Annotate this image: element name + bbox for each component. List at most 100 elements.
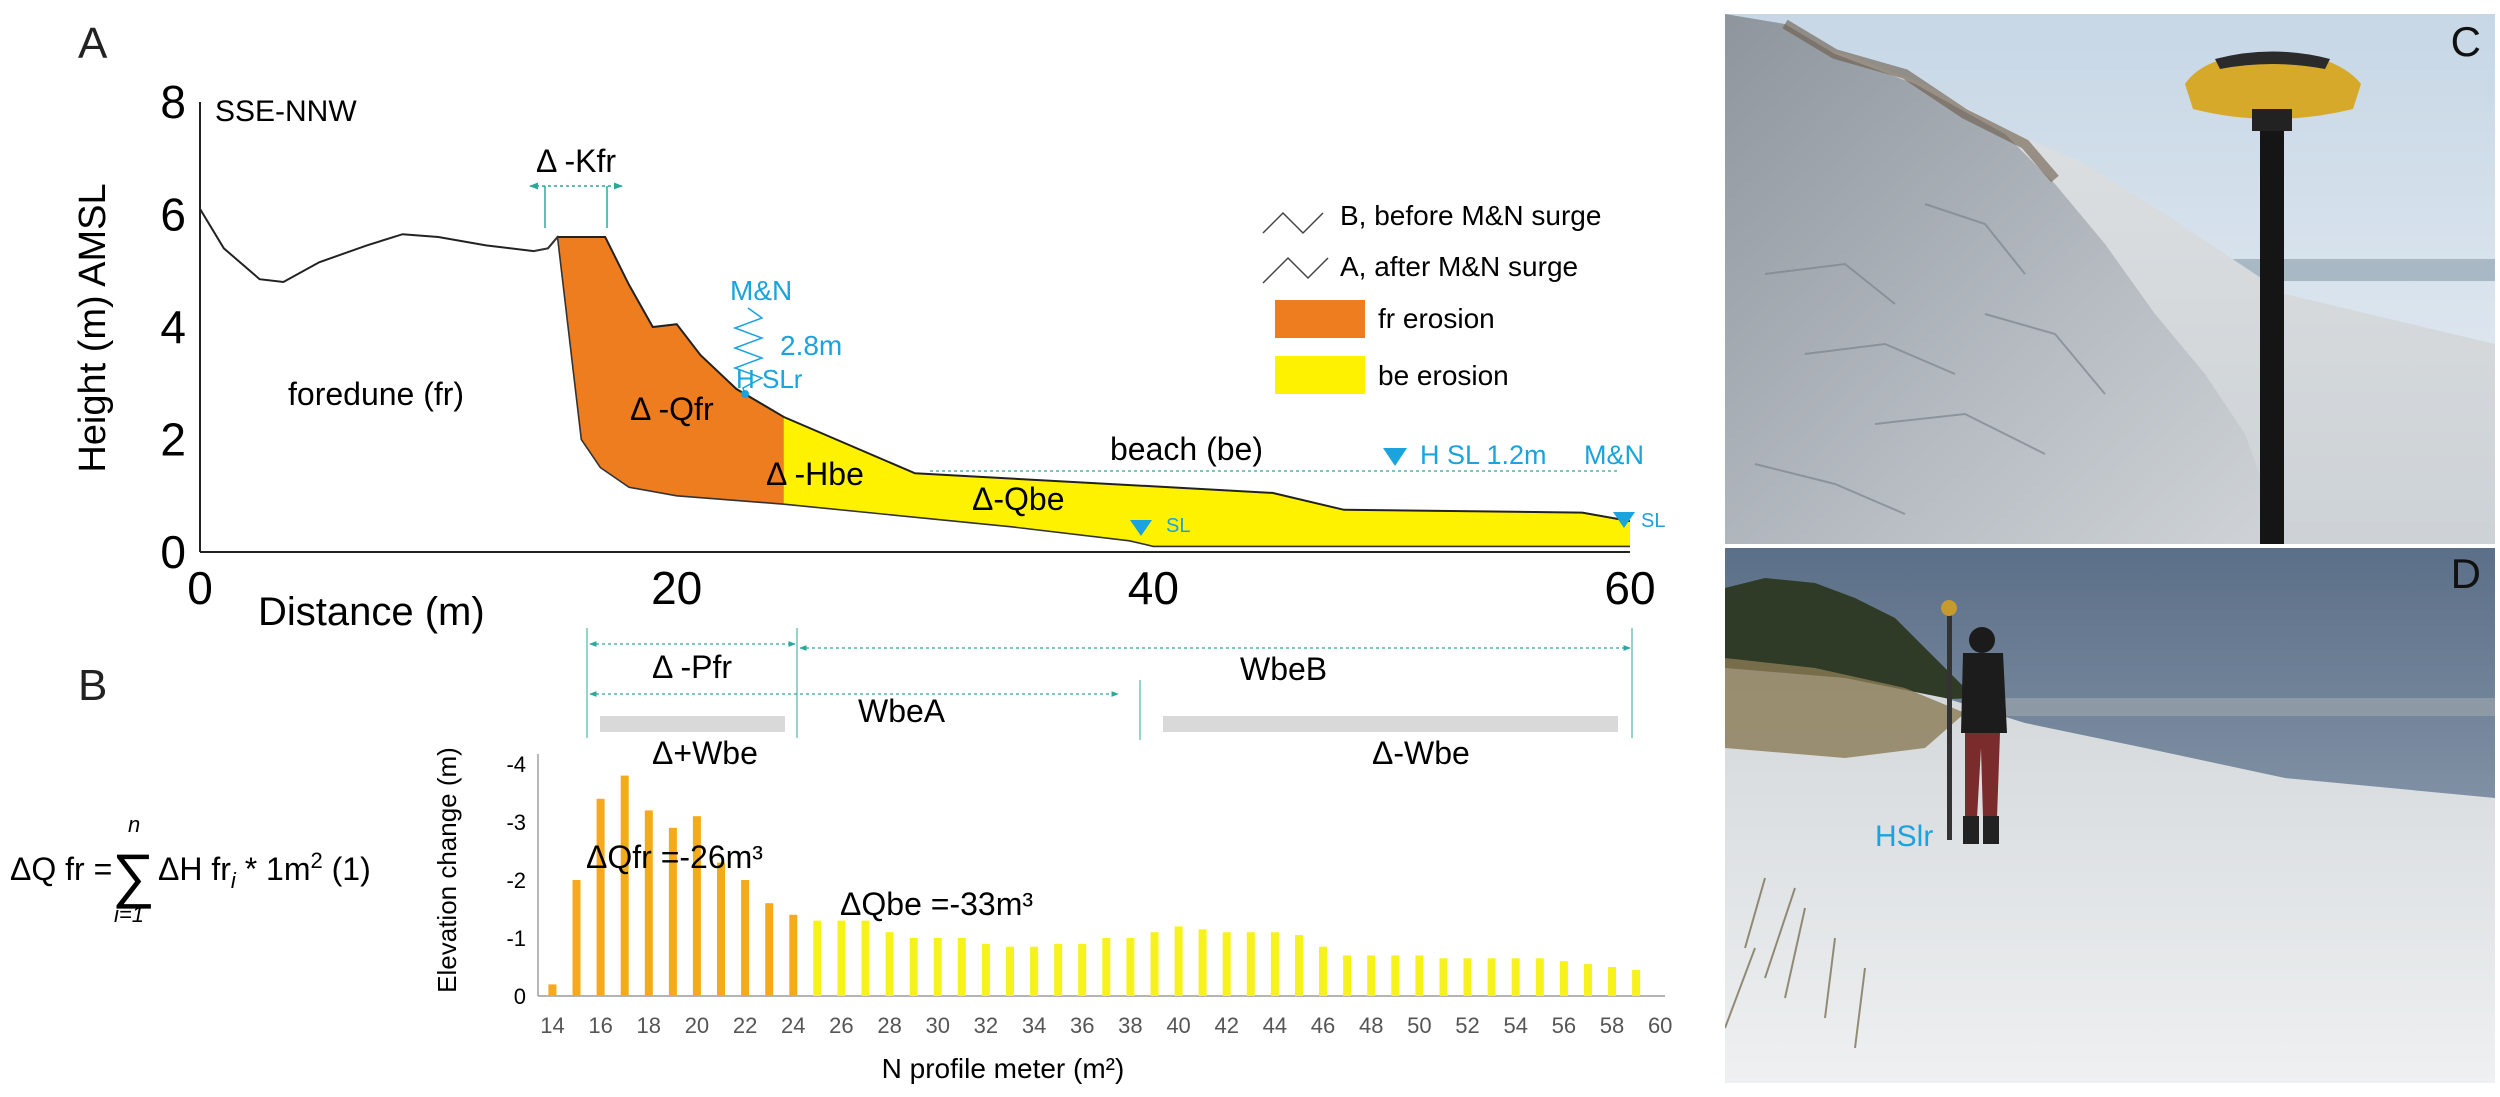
bar-x-tick-label: 22 [733, 1013, 757, 1038]
bar-x-tick-label: 34 [1022, 1013, 1046, 1038]
bar-37 [1102, 938, 1111, 996]
bar-25 [813, 920, 822, 996]
bar-x-ticks: 14 16 18 20 22 24 26 28 30 32 34 36 38 40 42 44 46 48 50 52… [540, 1013, 1672, 1038]
gnss-pole [2260, 124, 2284, 544]
bar-44 [1270, 932, 1279, 996]
foredune-erosion-area [552, 237, 784, 505]
elevation-change-bar-chart: 0 -1 -2 -3 -4 14 16 18 20 22 24 26 28 30 32 34 36 38 40 42… [432, 747, 1672, 1084]
beach-profile-plot: 0 2 4 6 8 0 20 40 60 SSE-NNW Distance (m) Heigh… [72, 76, 1665, 634]
bar-x-tick-label: 20 [685, 1013, 709, 1038]
bar-54 [1511, 958, 1520, 996]
bar-46 [1319, 946, 1327, 996]
surge-height-label: 2.8m [780, 330, 842, 361]
surveyor-head [1969, 627, 1995, 653]
bar-17 [620, 775, 629, 996]
bar-x-tick-label: 30 [926, 1013, 950, 1038]
legend-fr-label: fr erosion [1378, 303, 1495, 334]
bar-y-tick-label: -3 [506, 810, 526, 835]
legend: B, before M&N surge A, after M&N surge f… [1262, 200, 1601, 394]
bar-41 [1198, 929, 1207, 996]
bar-35 [1054, 943, 1063, 996]
x-tick-label: 20 [651, 562, 702, 614]
x-tick-label: 60 [1604, 562, 1655, 614]
legend-before-line-icon [1262, 211, 1324, 235]
qfr-label: Δ -Qfr [630, 391, 714, 427]
hslr-photo-label: HSlr [1875, 820, 1933, 853]
photo-c-image [1725, 14, 2495, 544]
panel-label-a: A [78, 19, 108, 68]
bar-x-tick-label: 26 [829, 1013, 853, 1038]
bar-48 [1367, 955, 1376, 996]
plus-wbe-label: Δ+Wbe [652, 735, 758, 771]
photo-d-image: HSlr [1725, 548, 2495, 1083]
bar-x-tick-label: 14 [540, 1013, 564, 1038]
hslr-point-icon [741, 390, 749, 398]
bar-x-tick-label: 52 [1455, 1013, 1479, 1038]
bar-x-tick-label: 38 [1118, 1013, 1142, 1038]
legend-be-swatch [1275, 356, 1365, 394]
qfr-annotation: ΔQfr =-26m³ [586, 839, 763, 875]
formula-number: (1) [323, 851, 371, 887]
formula-term: ΔH fr [158, 851, 231, 887]
survey-pole [1947, 610, 1952, 840]
y-axis-title: Height (m) AMSL [72, 183, 114, 472]
y-tick-label: 0 [160, 526, 186, 578]
bar-50 [1415, 955, 1424, 996]
panel-label-b: B [78, 661, 107, 710]
sl-label-1: SL [1166, 515, 1190, 537]
x-ticks: 0 20 40 60 [187, 562, 1655, 614]
bar-x-tick-label: 16 [588, 1013, 612, 1038]
surveyor-body [1961, 653, 2007, 733]
gnss-receiver-icon [2185, 52, 2361, 119]
hsl-mn-label: M&N [1584, 440, 1644, 470]
formula-upper-limit: n [128, 812, 140, 837]
wbeB-label: WbeB [1240, 651, 1327, 687]
minus-wbe-bar [1163, 716, 1618, 732]
bar-53 [1487, 958, 1496, 996]
hsl-label: H SL 1.2m [1420, 440, 1547, 470]
legend-after-line-icon [1262, 256, 1329, 284]
profile-before-line [199, 208, 1631, 523]
bar-40 [1174, 926, 1183, 996]
bar-x-tick-label: 58 [1600, 1013, 1624, 1038]
bar-31 [957, 938, 966, 996]
legend-be-label: be erosion [1378, 360, 1509, 391]
kfr-label: Δ -Kfr [536, 143, 616, 179]
bar-x-tick-label: 48 [1359, 1013, 1383, 1038]
bar-x-tick-label: 60 [1648, 1013, 1672, 1038]
erosion-areas [552, 237, 1630, 547]
bar-x-tick-label: 50 [1407, 1013, 1431, 1038]
bar-59 [1632, 969, 1641, 996]
bar-x-axis-title: N profile meter (m²) [882, 1053, 1125, 1084]
profile-after-line [533, 235, 1630, 548]
bar-49 [1391, 955, 1400, 996]
bar-55 [1535, 958, 1544, 996]
bar-y-tick-label: -2 [506, 868, 526, 893]
bar-24 [789, 914, 798, 996]
bar-y-tick-label: -1 [506, 926, 526, 951]
gnss-receiver-icon-d [1941, 600, 1957, 616]
formula-lower-limit: i=1 [114, 902, 144, 927]
sea-level-icon-1 [1130, 520, 1152, 536]
panel-label-c: C [2450, 18, 2481, 65]
formula-sum-symbol: ∑ [112, 842, 155, 909]
beach-label: beach (be) [1110, 431, 1263, 467]
bar-x-tick-label: 40 [1166, 1013, 1190, 1038]
plus-wbe-bar [600, 716, 785, 732]
x-axis-title: Distance (m) [258, 590, 485, 634]
formula-subscript: i [231, 868, 237, 893]
bar-52 [1463, 958, 1472, 996]
bar-51 [1439, 958, 1448, 996]
photo-c-gnss-on-beach: C [1725, 14, 2495, 544]
bar-y-tick-label: 0 [514, 984, 526, 1009]
bar-x-tick-label: 44 [1263, 1013, 1287, 1038]
bar-30 [933, 938, 942, 996]
bar-23 [765, 903, 774, 996]
bar-22 [741, 880, 750, 996]
bar-x-tick-label: 18 [637, 1013, 661, 1038]
bar-x-tick-label: 54 [1503, 1013, 1527, 1038]
bar-42 [1222, 932, 1231, 996]
qbe-annotation: ΔQbe =-33m³ [840, 886, 1033, 922]
formula-lhs: ΔQ fr = [10, 851, 112, 887]
bar-45 [1295, 935, 1303, 996]
